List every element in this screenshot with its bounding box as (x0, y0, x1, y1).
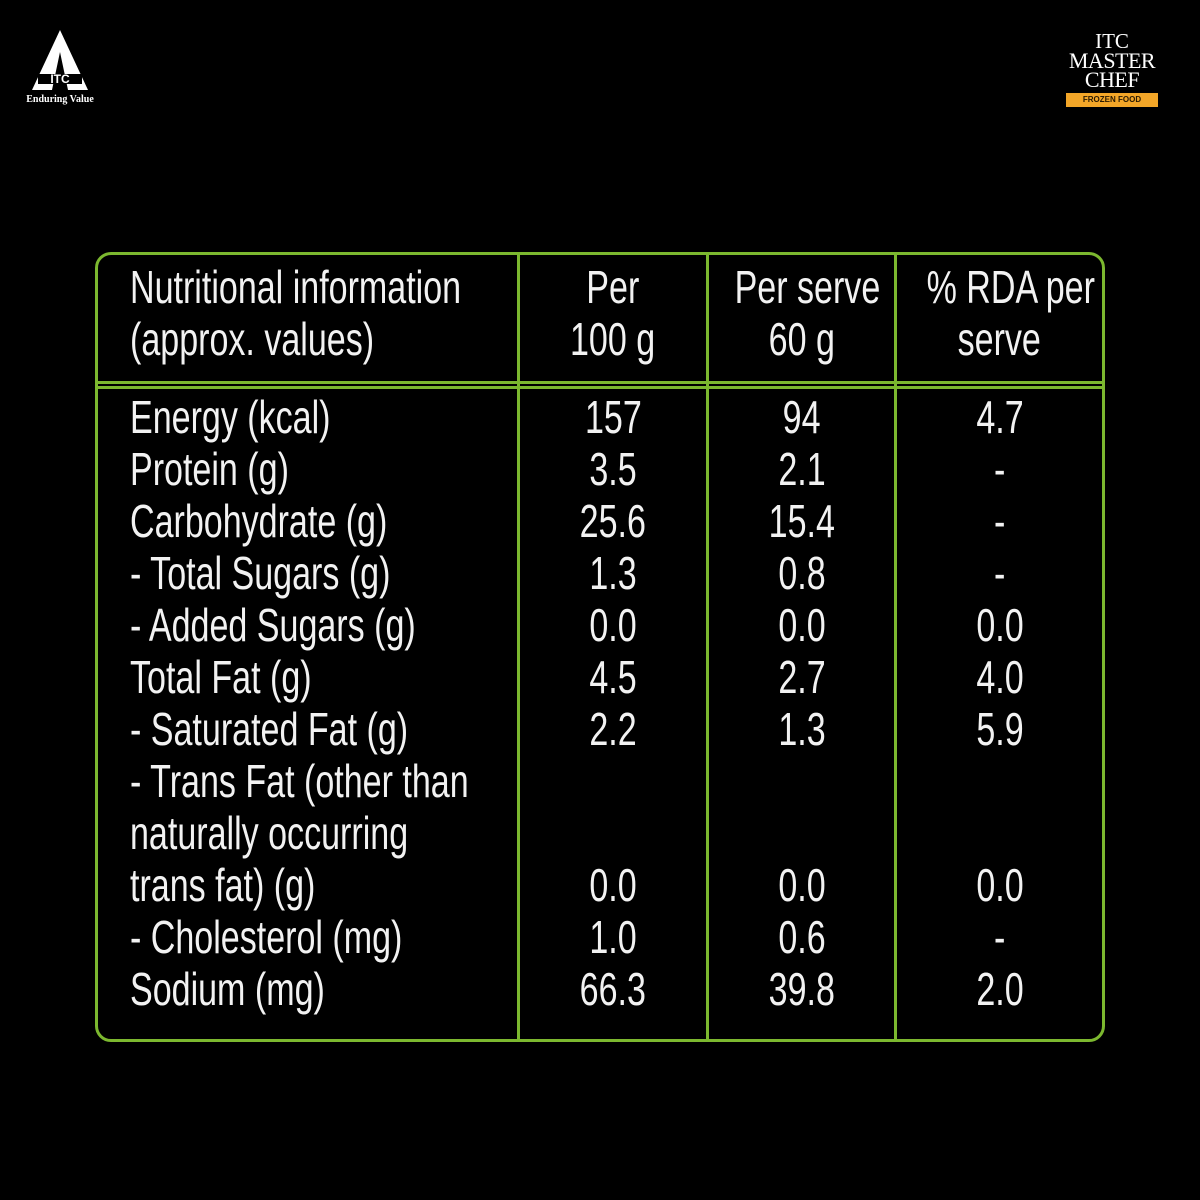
row-label: Sodium (mg) (130, 963, 325, 1015)
value-per-100g: 4.5 (589, 651, 637, 703)
row-label: - Total Sugars (g) (130, 547, 391, 599)
value-per-100g: 1.0 (589, 911, 637, 963)
row-label: naturally occurring (130, 807, 409, 859)
value-per-100g: 157 (584, 391, 642, 443)
value-per-serve: 0.0 (777, 599, 826, 651)
value-per-100g: 0.0 (589, 859, 637, 911)
value-per-serve: 94 (782, 391, 821, 443)
itc-tagline: Enduring Value (26, 94, 94, 105)
value-per-serve: 15.4 (768, 495, 835, 547)
column-divider (517, 255, 520, 1039)
value-per-serve: 0.0 (777, 859, 826, 911)
value-per-serve: 39.8 (768, 963, 835, 1015)
frozen-food-ribbon: FROZEN FOOD (1066, 93, 1158, 107)
logo-line: ITC (1095, 29, 1129, 53)
value-rda: - (993, 443, 1006, 495)
row-label: Energy (kcal) (130, 391, 331, 443)
value-per-serve: 2.7 (777, 651, 826, 703)
value-per-100g: 2.2 (589, 703, 637, 755)
svg-text:ITC: ITC (50, 72, 70, 86)
value-rda: - (993, 911, 1006, 963)
header-divider (98, 386, 1102, 389)
row-label: Protein (g) (130, 443, 289, 495)
header-rda: % RDA per serve (926, 261, 1095, 365)
value-rda: 2.0 (975, 963, 1024, 1015)
masterchef-logo: ITC MASTER CHEF FROZEN FOOD (1052, 29, 1172, 107)
row-label: trans fat) (g) (130, 859, 316, 911)
value-rda: 0.0 (975, 859, 1024, 911)
nutrition-table: Nutritional information (approx. values) … (95, 252, 1105, 1042)
header-per-100g: Per 100 g (570, 261, 656, 365)
value-rda: - (993, 547, 1006, 599)
value-per-100g: 3.5 (589, 443, 637, 495)
header-divider (98, 381, 1102, 384)
value-rda: - (993, 495, 1006, 547)
value-rda: 4.0 (975, 651, 1024, 703)
value-per-serve: 0.6 (777, 911, 826, 963)
row-label: - Saturated Fat (g) (130, 703, 409, 755)
value-per-serve: 2.1 (777, 443, 826, 495)
row-label: Carbohydrate (g) (130, 495, 388, 547)
header-nutrition: Nutritional information (approx. values) (130, 261, 462, 365)
logo-line: CHEF (1084, 67, 1140, 92)
column-divider (706, 255, 709, 1039)
itc-triangle-icon: ITC (32, 30, 88, 90)
row-label: Total Fat (g) (130, 651, 312, 703)
row-label: - Added Sugars (g) (130, 599, 416, 651)
row-label: - Trans Fat (other than (130, 755, 469, 807)
value-per-serve: 1.3 (777, 703, 826, 755)
column-divider (894, 255, 897, 1039)
value-rda: 0.0 (975, 599, 1024, 651)
value-per-100g: 1.3 (589, 547, 637, 599)
value-rda: 4.7 (975, 391, 1024, 443)
value-rda: 5.9 (975, 703, 1024, 755)
header-per-serve: Per serve 60 g (734, 261, 881, 365)
logo-line: MASTER (1068, 48, 1156, 73)
itc-logo: ITC Enduring Value (22, 30, 98, 105)
value-per-serve: 0.8 (777, 547, 826, 599)
value-per-100g: 66.3 (579, 963, 647, 1015)
value-per-100g: 25.6 (579, 495, 647, 547)
value-per-100g: 0.0 (589, 599, 637, 651)
row-label: - Cholesterol (mg) (130, 911, 403, 963)
